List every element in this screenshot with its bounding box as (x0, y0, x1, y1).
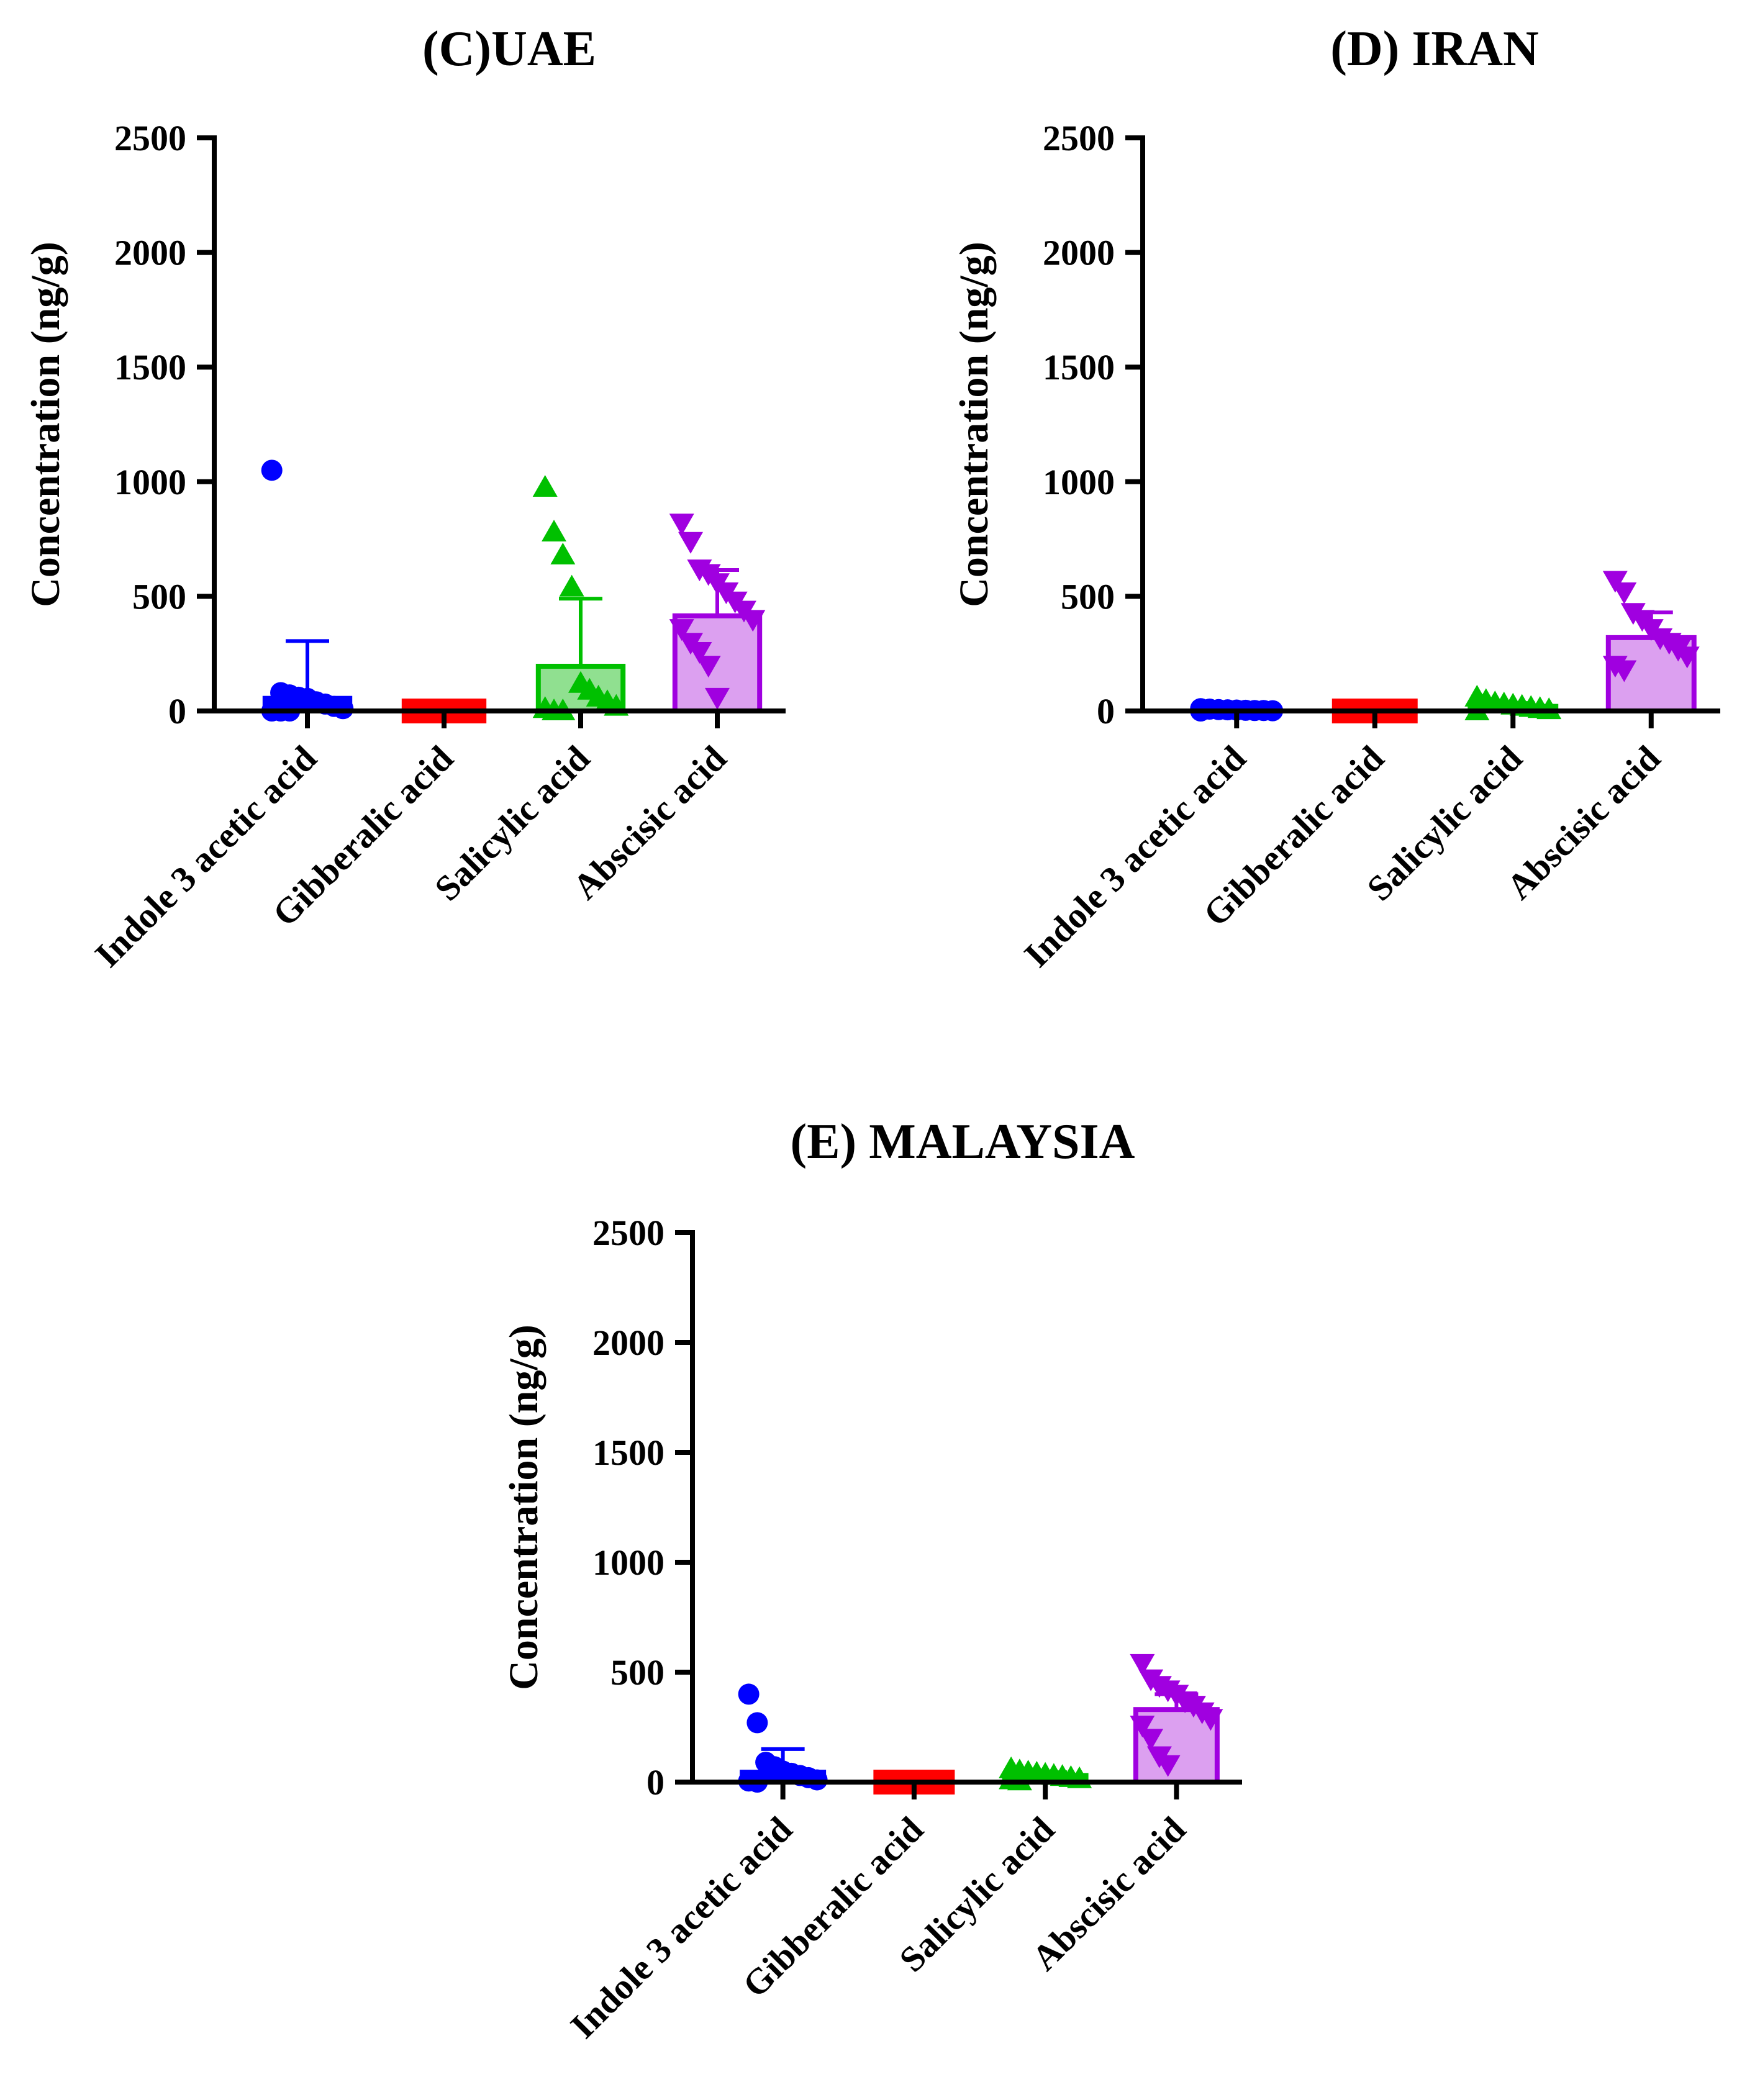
x-tick-label: Indole 3 acetic acid (1016, 738, 1253, 975)
y-tick-label: 2000 (592, 1323, 665, 1363)
y-tick-label: 2500 (114, 118, 186, 158)
data-point (669, 514, 694, 536)
data-point (1138, 1729, 1164, 1751)
y-tick-label: 1500 (592, 1432, 665, 1473)
y-tick-label: 1000 (592, 1542, 665, 1583)
data-point (746, 1712, 768, 1734)
data-point (740, 610, 766, 632)
y-tick-label: 2500 (592, 1213, 665, 1253)
chart-title: (E) MALAYSIA (791, 1115, 1135, 1169)
data-point (261, 459, 283, 481)
data-point (550, 542, 576, 564)
data-point (705, 687, 730, 710)
chart-title: (D) IRAN (1330, 22, 1539, 76)
data-point (696, 656, 721, 678)
data-point (559, 574, 584, 597)
y-tick-label: 1000 (114, 462, 186, 502)
y-tick-label: 1000 (1043, 462, 1115, 502)
y-tick-label: 2000 (114, 233, 186, 273)
y-axis-label: Concentration (ng/g) (951, 242, 997, 607)
data-point (1130, 1715, 1155, 1737)
y-tick-label: 2500 (1043, 118, 1115, 158)
y-tick-label: 500 (610, 1652, 665, 1693)
chart-panel: (C)UAE Concentration (ng/g) 0 500 1000 1500 20… (23, 22, 786, 975)
y-tick-label: 1500 (1043, 347, 1115, 387)
y-tick-label: 500 (132, 576, 186, 617)
y-tick-label: 1500 (114, 347, 186, 387)
data-point (738, 1683, 760, 1705)
data-point (1612, 582, 1637, 605)
y-axis-label: Concentration (ng/g) (501, 1324, 547, 1690)
data-point (1198, 1709, 1223, 1731)
y-axis-label: Concentration (ng/g) (23, 242, 68, 607)
x-tick-label: Indole 3 acetic acid (563, 1809, 800, 2046)
data-point (1602, 571, 1628, 593)
chart-panel: (E) MALAYSIA Concentration (ng/g) 0 500 1000… (501, 1115, 1242, 2046)
data-point (532, 475, 558, 497)
y-tick-label: 500 (1061, 576, 1115, 617)
x-tick-label: Indole 3 acetic acid (87, 738, 324, 975)
data-point (1007, 1768, 1032, 1791)
data-point (542, 520, 567, 542)
data-point (678, 532, 704, 554)
data-point (1130, 1654, 1155, 1676)
y-tick-label: 0 (646, 1762, 665, 1803)
data-point (669, 619, 694, 641)
chart-panel: (D) IRAN Concentration (ng/g) 0 500 1000 1500… (951, 22, 1720, 975)
data-point (1674, 646, 1700, 669)
data-point (1536, 697, 1562, 720)
y-tick-label: 2000 (1043, 233, 1115, 273)
data-point (687, 642, 712, 664)
chart-title: (C)UAE (422, 22, 596, 76)
y-tick-label: 0 (168, 691, 186, 731)
y-tick-label: 0 (1097, 691, 1115, 731)
data-point (1612, 660, 1637, 682)
data-point (1155, 1755, 1181, 1777)
